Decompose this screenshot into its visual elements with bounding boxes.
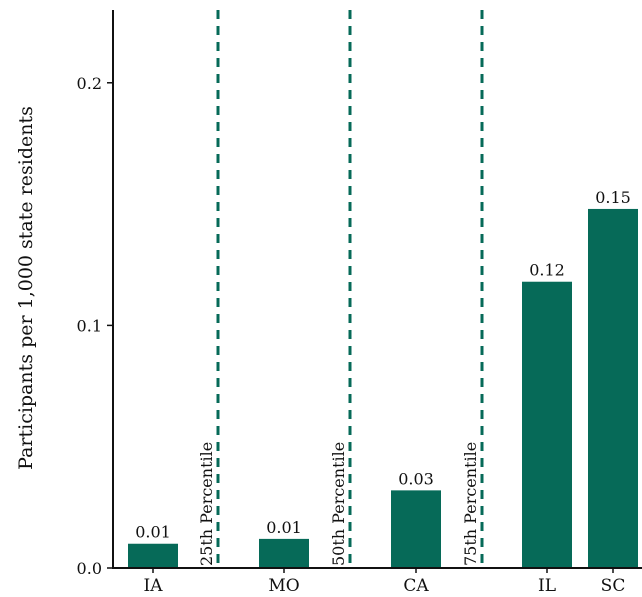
- y-axis-label: Participants per 1,000 state residents: [15, 106, 37, 470]
- x-tick-label-sc: SC: [601, 576, 626, 596]
- x-ticks: IA MO CA IL SC: [144, 568, 626, 596]
- bar-mo: [259, 538, 309, 568]
- bar-ia: [128, 543, 178, 568]
- y-ticks: 0.0 0.1 0.2: [77, 74, 113, 578]
- bar-ca: [391, 490, 441, 568]
- value-label-mo: 0.01: [266, 518, 302, 537]
- percentile-label-2: 50th Percentile: [329, 442, 348, 566]
- value-labels: 0.01 0.01 0.03 0.12 0.15: [135, 188, 631, 542]
- y-tick-label: 0.0: [77, 559, 102, 578]
- bar-sc: [588, 208, 638, 568]
- bars: [128, 208, 638, 568]
- value-label-ia: 0.01: [135, 523, 171, 542]
- y-tick-label: 0.1: [77, 316, 102, 335]
- value-label-il: 0.12: [529, 261, 565, 280]
- bar-il: [522, 281, 572, 568]
- x-tick-label-mo: MO: [268, 576, 299, 596]
- percentile-label-3: 75th Percentile: [461, 442, 480, 566]
- y-tick-label: 0.2: [77, 74, 102, 93]
- value-label-sc: 0.15: [595, 188, 631, 207]
- x-tick-label-ca: CA: [403, 576, 429, 596]
- percentile-label-1: 25th Percentile: [197, 442, 216, 566]
- x-tick-label-ia: IA: [144, 576, 164, 596]
- percentile-lines: 25th Percentile 50th Percentile 75th Perce…: [197, 10, 484, 568]
- x-tick-label-il: IL: [538, 576, 556, 596]
- value-label-ca: 0.03: [398, 469, 434, 488]
